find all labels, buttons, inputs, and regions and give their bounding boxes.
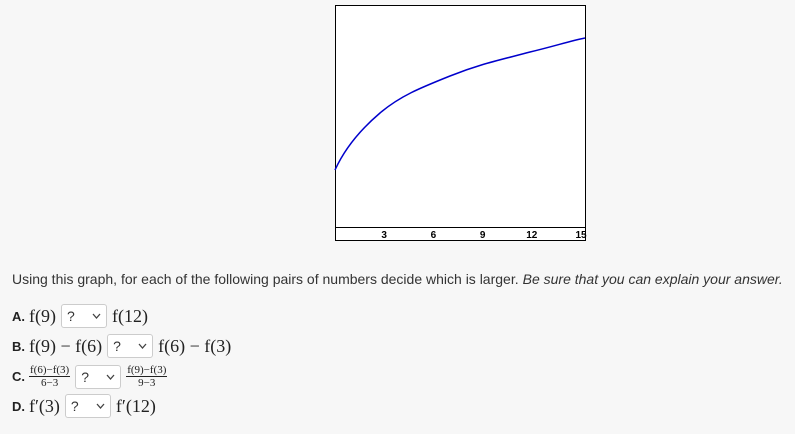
- question-b: B. f(9) − f(6) ? f(6) − f(3): [12, 334, 231, 358]
- function-curve: [334, 37, 586, 171]
- graph-frame: [335, 5, 586, 241]
- dropdown-value: ?: [70, 398, 79, 414]
- denominator: 9−3: [138, 377, 156, 389]
- right-expr: f(6) − f(3): [158, 335, 232, 356]
- left-expr: f′(3): [29, 395, 60, 416]
- x-tick-label: 15: [575, 230, 587, 241]
- dropdown[interactable]: ?: [107, 334, 154, 358]
- left-expr: f(9): [29, 305, 56, 326]
- dropdown[interactable]: ?: [64, 394, 111, 418]
- x-tick-label: 6: [431, 230, 437, 241]
- dropdown-value: ?: [81, 368, 89, 385]
- prompt: Using this graph, for each of the follow…: [12, 271, 783, 287]
- question-a: A. f(9) ? f(12): [12, 304, 148, 328]
- numerator: f(6)−f(3): [29, 364, 71, 377]
- label: D.: [12, 398, 25, 414]
- x-tick-label: 12: [526, 230, 538, 241]
- left-expr: f(9) − f(6): [29, 335, 103, 356]
- right-fraction: f(9)−f(3) 9−3: [126, 364, 168, 389]
- chevron: [106, 374, 115, 380]
- graph: 3 6 9 12 15: [334, 5, 587, 241]
- numerator: f(9)−f(3): [126, 364, 168, 377]
- dropdown-value: ?: [66, 308, 75, 324]
- chevron: [96, 403, 105, 409]
- dropdown[interactable]: ?: [60, 304, 107, 328]
- label: A.: [12, 308, 25, 324]
- x-tick-label: 9: [480, 230, 486, 241]
- prompt-emphasis: Be sure that you can explain your answer…: [522, 271, 783, 287]
- question-d: D. f′(3) ? f′(12): [12, 394, 156, 418]
- denominator: 6−3: [40, 377, 59, 389]
- dropdown[interactable]: ?: [75, 364, 122, 389]
- dropdown-value: ?: [113, 338, 121, 354]
- left-fraction: f(6)−f(3) 6−3: [29, 364, 71, 389]
- right-expr: f(12): [111, 305, 148, 326]
- question-c: C. f(6)−f(3) 6−3 ? f(9)−f(3) 9−3: [12, 364, 168, 389]
- chevron: [138, 343, 147, 349]
- prompt-text: Using this graph, for each of the follow…: [12, 271, 519, 287]
- x-tick-label: 3: [381, 230, 387, 241]
- label: C.: [12, 369, 25, 384]
- chevron: [92, 313, 101, 319]
- right-expr: f′(12): [115, 395, 156, 416]
- label: B.: [12, 338, 25, 354]
